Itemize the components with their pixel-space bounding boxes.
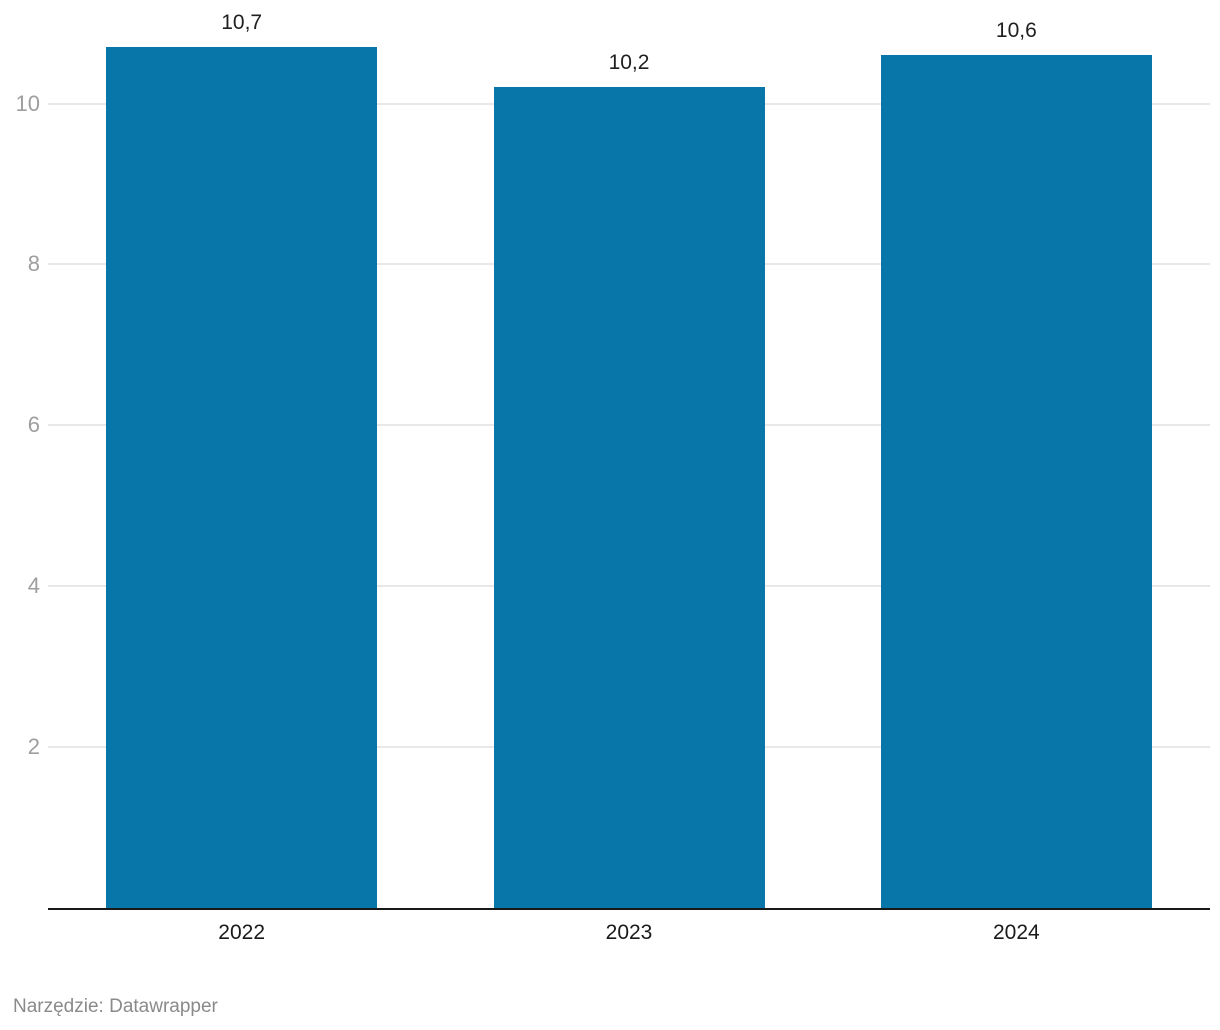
bar-2022 [106,47,378,908]
x-tick-label: 2023 [605,921,653,944]
footer-attribution: Narzędzie: Datawrapper [13,996,218,1017]
y-tick-label: 2 [27,734,40,760]
bar-value-label: 10,7 [221,11,263,35]
y-tick-label: 4 [27,573,40,599]
y-tick-label: 8 [27,251,40,277]
bar-2023 [493,87,765,908]
bar-2024 [880,55,1152,908]
x-tick-label: 2022 [218,921,266,944]
bar-value-label: 10,2 [608,51,650,75]
x-axis-line [48,908,1210,910]
y-tick-label: 6 [27,412,40,438]
x-tick-label: 2024 [992,921,1040,944]
y-tick-label: 10 [15,90,40,116]
bar-value-label: 10,6 [995,19,1037,43]
